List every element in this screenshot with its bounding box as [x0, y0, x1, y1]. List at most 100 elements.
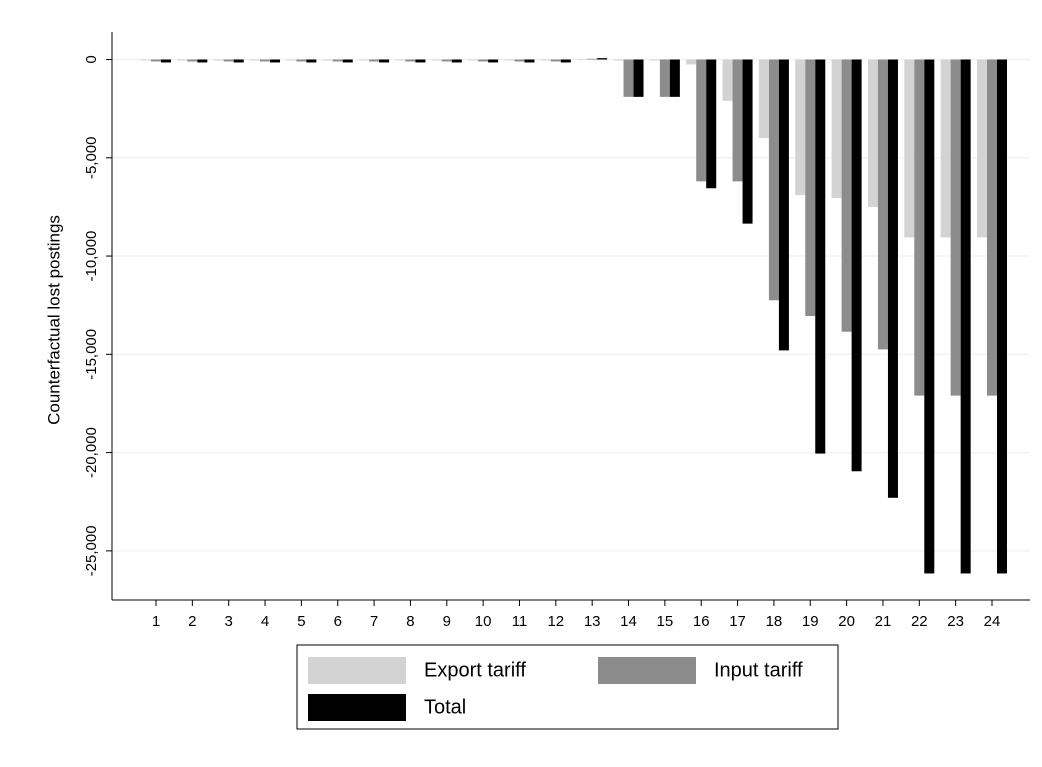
bar	[987, 59, 997, 396]
x-tick-label: 14	[620, 613, 637, 630]
bar	[758, 59, 769, 139]
bar	[197, 59, 208, 63]
bar	[468, 59, 479, 61]
bar	[405, 59, 416, 62]
legend-swatch	[598, 657, 696, 684]
bar	[415, 59, 426, 63]
bar	[369, 59, 380, 62]
bar	[649, 59, 660, 61]
legend-label: Input tariff	[714, 659, 803, 681]
y-tick-label: -25,000	[83, 525, 100, 576]
x-tick-label: 2	[188, 613, 196, 630]
bar	[379, 59, 390, 63]
bar	[960, 59, 971, 574]
bar	[851, 59, 862, 472]
bar	[187, 59, 198, 62]
bar	[524, 59, 535, 63]
bar	[768, 59, 779, 301]
x-tick-label: 3	[225, 613, 233, 630]
bar	[877, 59, 888, 350]
bar	[250, 59, 261, 61]
bar	[451, 59, 462, 63]
x-tick-label: 20	[838, 613, 855, 630]
bar	[332, 59, 343, 62]
bar	[359, 59, 370, 61]
bar	[686, 59, 697, 65]
bar	[633, 59, 644, 97]
bar	[887, 59, 898, 498]
x-tick-label: 12	[547, 613, 564, 630]
x-tick-label: 11	[512, 613, 528, 630]
bar	[940, 59, 951, 238]
bar	[577, 58, 588, 60]
y-tick-label: -20,000	[83, 427, 100, 478]
bar	[260, 59, 271, 62]
bar	[223, 59, 234, 62]
legend-swatch	[308, 657, 406, 684]
bar	[213, 59, 224, 61]
bar	[550, 59, 561, 62]
bar	[233, 59, 244, 63]
bar	[831, 59, 842, 199]
bar	[805, 59, 816, 317]
bar	[587, 58, 598, 60]
x-tick-label: 5	[297, 613, 305, 630]
legend-label: Export tariff	[424, 659, 526, 681]
bar	[151, 59, 161, 62]
x-tick-label: 1	[152, 613, 160, 630]
bar	[514, 59, 525, 62]
bar	[270, 59, 281, 63]
x-tick-label: 16	[693, 613, 710, 630]
bar	[488, 59, 499, 63]
x-tick-label: 18	[766, 613, 783, 630]
bar	[914, 59, 925, 396]
bar	[659, 59, 670, 97]
bar	[795, 59, 806, 196]
bar	[441, 59, 452, 62]
bar	[560, 59, 571, 63]
legend-swatch	[308, 694, 406, 721]
bar	[841, 59, 852, 332]
bar	[732, 59, 743, 182]
x-tick-label: 4	[261, 613, 269, 630]
bar	[977, 59, 987, 238]
y-tick-label: -10,000	[83, 231, 100, 282]
bar	[177, 59, 188, 61]
bar	[623, 59, 634, 97]
bar	[778, 59, 789, 351]
x-tick-label: 19	[802, 613, 819, 630]
bar	[997, 59, 1007, 574]
bar	[815, 59, 826, 454]
bar	[342, 59, 353, 63]
y-tick-label: 0	[83, 55, 100, 63]
bar	[924, 59, 935, 574]
x-tick-label: 7	[370, 613, 378, 630]
y-axis-title: Counterfactual lost postings	[44, 215, 63, 425]
x-tick-label: 10	[475, 613, 492, 630]
bar	[613, 59, 624, 61]
y-tick-label: -5,000	[83, 137, 100, 180]
x-tick-label: 21	[875, 613, 892, 630]
bar	[597, 58, 608, 60]
bar	[904, 59, 915, 238]
bar	[141, 59, 151, 61]
x-tick-label: 6	[334, 613, 342, 630]
bar	[696, 59, 707, 182]
bar	[540, 59, 551, 61]
bar	[867, 59, 878, 207]
x-tick-label: 9	[443, 613, 451, 630]
x-tick-label: 17	[729, 613, 746, 630]
bar	[722, 59, 733, 101]
bar	[296, 59, 307, 62]
bar	[742, 59, 753, 224]
bar	[706, 59, 717, 189]
x-tick-label: 23	[947, 613, 964, 630]
x-tick-label: 13	[584, 613, 601, 630]
bar	[478, 59, 489, 62]
x-tick-label: 15	[657, 613, 674, 630]
bar	[504, 59, 515, 61]
x-tick-label: 22	[911, 613, 928, 630]
x-tick-label: 8	[406, 613, 414, 630]
y-tick-label: -15,000	[83, 329, 100, 380]
bar	[322, 59, 333, 61]
